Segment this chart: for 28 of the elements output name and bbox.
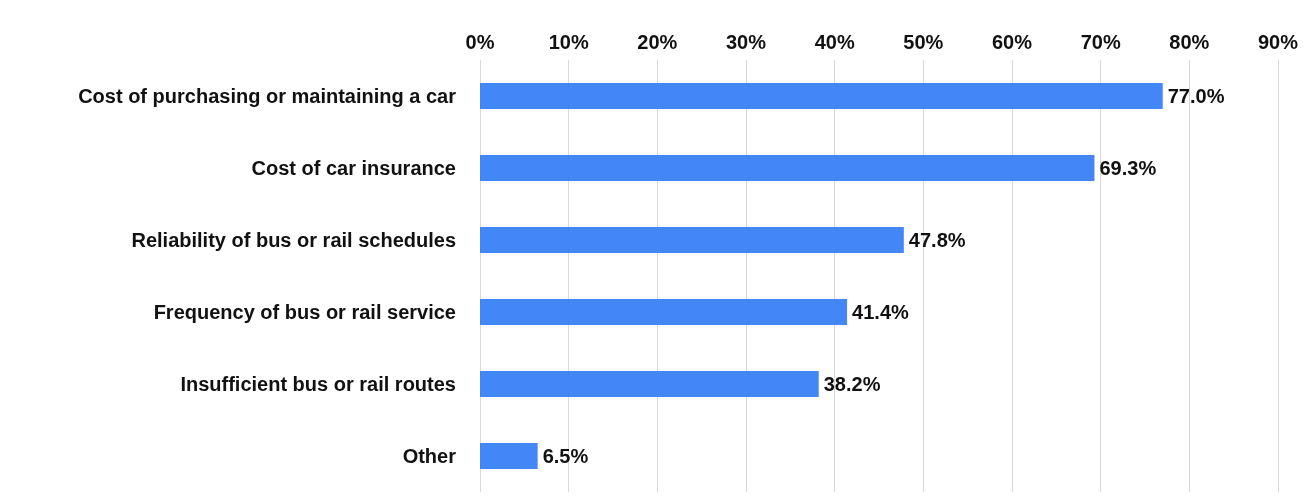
bar — [480, 443, 538, 469]
y-tick-label: Reliability of bus or rail schedules — [131, 229, 456, 251]
data-label: 77.0% — [1167, 85, 1225, 107]
y-tick-label: Insufficient bus or rail routes — [180, 373, 456, 395]
bar — [480, 227, 904, 253]
data-label: 41.4% — [852, 301, 910, 323]
data-label: 69.3% — [1099, 157, 1157, 179]
x-tick-label: 60% — [991, 31, 1033, 53]
x-tick-label: 50% — [903, 31, 944, 53]
bar — [480, 299, 848, 325]
bar — [480, 155, 1095, 181]
data-label: 6.5% — [542, 445, 589, 467]
x-tick-label: 10% — [548, 31, 589, 53]
x-tick-label: 90% — [1257, 31, 1299, 53]
bar — [480, 83, 1163, 109]
x-tick-label: 30% — [725, 31, 767, 53]
y-tick-label: Cost of car insurance — [251, 157, 456, 179]
bar — [480, 371, 819, 397]
x-tick-label: 40% — [814, 31, 855, 53]
x-tick-label: 80% — [1169, 31, 1210, 53]
x-tick-label: 70% — [1080, 31, 1121, 53]
y-tick-label: Frequency of bus or rail service — [153, 301, 456, 323]
x-tick-label: 0% — [465, 31, 495, 53]
data-label: 38.2% — [823, 373, 881, 395]
x-tick-label: 20% — [637, 31, 678, 53]
y-tick-label: Other — [402, 445, 457, 467]
data-label: 47.8% — [908, 229, 966, 251]
y-tick-label: Cost of purchasing or maintaining a car — [78, 85, 457, 107]
